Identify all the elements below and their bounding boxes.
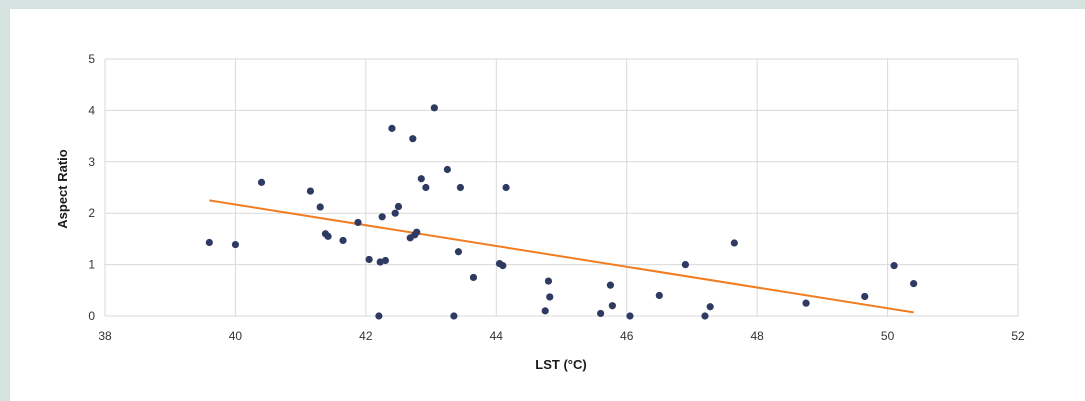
x-tick-label: 50	[881, 329, 895, 343]
data-point	[499, 262, 507, 270]
data-point	[655, 291, 663, 300]
data-point	[681, 261, 690, 269]
data-point	[430, 104, 438, 112]
x-tick-label: 40	[229, 329, 243, 343]
data-point	[354, 218, 362, 227]
data-point	[324, 232, 332, 240]
data-points	[205, 104, 918, 320]
data-point	[802, 299, 810, 307]
data-point	[231, 240, 240, 249]
data-point	[422, 183, 430, 192]
x-tick-label: 52	[1011, 329, 1025, 343]
y-tick-labels: 0 1 2 3 4 5	[88, 52, 95, 323]
x-tick-label: 42	[359, 329, 373, 343]
scatter-chart: 38 40 42 44 46 48 50 52 0 1 2 3 4 5 LST (°C) Aspect …	[55, 52, 1025, 372]
data-point	[502, 183, 510, 192]
data-point	[365, 255, 373, 264]
data-point	[316, 203, 324, 211]
data-point	[706, 303, 714, 311]
data-point	[546, 293, 554, 301]
y-tick-label: 4	[88, 103, 95, 117]
data-point	[388, 124, 396, 132]
data-point	[257, 178, 266, 186]
data-point	[910, 280, 918, 288]
data-point	[381, 256, 390, 265]
data-point	[456, 183, 465, 192]
data-point	[861, 292, 869, 301]
data-point	[375, 312, 383, 320]
trendline-group	[209, 199, 914, 314]
grid-lines	[104, 58, 1019, 317]
data-point	[608, 302, 616, 310]
y-tick-label: 2	[88, 206, 95, 220]
y-tick-label: 5	[88, 52, 95, 66]
data-point	[413, 228, 421, 236]
x-tick-labels: 38 40 42 44 46 48 50 52	[98, 329, 1025, 343]
data-point	[454, 248, 463, 256]
data-point	[339, 236, 347, 245]
x-tick-label: 48	[750, 329, 764, 343]
trendline	[209, 199, 914, 314]
y-axis-title: Aspect Ratio	[55, 149, 70, 229]
data-point	[409, 135, 417, 143]
data-point	[450, 312, 458, 320]
data-point	[544, 277, 553, 285]
data-point	[701, 312, 709, 320]
x-tick-label: 44	[490, 329, 504, 343]
data-point	[378, 213, 386, 221]
data-point	[541, 307, 549, 315]
data-point	[890, 262, 898, 270]
data-point	[626, 312, 634, 320]
data-point	[730, 239, 738, 247]
data-point	[469, 273, 478, 282]
data-point	[394, 202, 403, 211]
data-point	[443, 165, 451, 174]
x-tick-label: 38	[98, 329, 112, 343]
data-point	[606, 281, 615, 289]
data-point	[391, 209, 399, 217]
y-tick-label: 3	[88, 155, 95, 169]
y-tick-label: 1	[88, 258, 95, 272]
data-point	[205, 238, 213, 247]
data-point	[306, 187, 315, 195]
data-point	[597, 309, 605, 318]
y-tick-label: 0	[88, 309, 95, 323]
chart-frame: 38 40 42 44 46 48 50 52 0 1 2 3 4 5 LST (°C) Aspect …	[10, 9, 1085, 401]
x-tick-label: 46	[620, 329, 634, 343]
x-axis-title: LST (°C)	[535, 357, 586, 372]
data-point	[417, 175, 425, 183]
